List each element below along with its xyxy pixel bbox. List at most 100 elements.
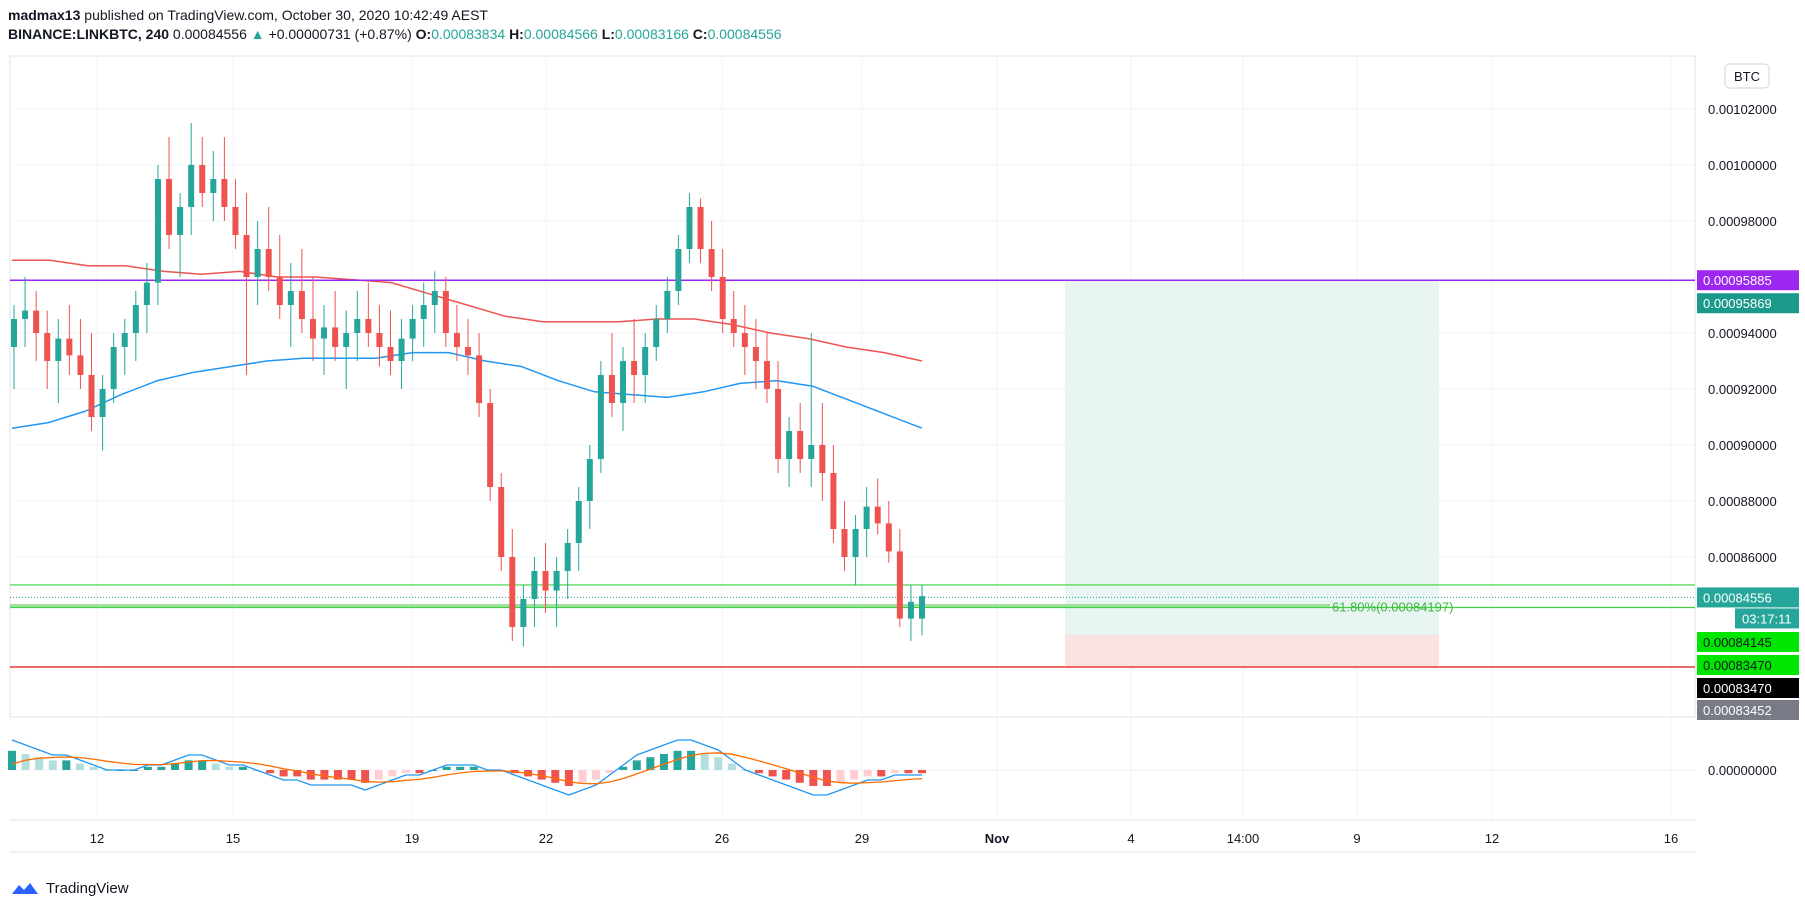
candle — [154, 165, 161, 305]
x-tick-label: 12 — [90, 831, 104, 846]
candle — [575, 487, 582, 571]
candle-body — [708, 249, 715, 277]
ma-slow-line — [12, 259, 923, 362]
macd-histogram-bar — [374, 770, 383, 780]
green2-price-tag: 0.00084145 — [1703, 635, 1772, 650]
last-price-tag-bg — [1697, 587, 1799, 608]
candle-body — [365, 319, 372, 333]
candle — [33, 291, 40, 361]
candle-body — [431, 291, 438, 305]
candle — [476, 333, 483, 417]
candle — [675, 235, 682, 305]
candle-body — [321, 327, 328, 339]
candle — [210, 151, 217, 221]
macd-histogram-bar — [863, 770, 872, 777]
candle-body — [110, 347, 117, 389]
candle — [509, 529, 516, 641]
candle — [442, 277, 449, 347]
open-value: 0.00083834 — [431, 26, 506, 42]
footer: TradingView — [10, 880, 129, 897]
candle-body — [44, 333, 51, 361]
y-tick-label: 0.00092000 — [1708, 382, 1777, 397]
candle-body — [719, 277, 726, 319]
macd-histogram-bar — [170, 763, 179, 770]
candle — [465, 319, 471, 375]
candle-body — [121, 333, 128, 347]
candle-body — [487, 403, 494, 487]
candle — [741, 305, 748, 375]
candle-body — [154, 179, 161, 283]
candle — [343, 310, 350, 389]
macd-histogram-bar — [320, 770, 329, 780]
macd-histogram-bar — [632, 760, 641, 770]
stop-loss-zone[interactable] — [1065, 635, 1439, 667]
moving-averages — [11, 259, 923, 429]
candle — [265, 207, 272, 291]
candle-body — [88, 375, 95, 417]
candle — [321, 305, 328, 375]
price-axis[interactable]: 0.00102000 0.00100000 0.00098000 0.00094000… — [1697, 102, 1799, 778]
x-tick-label: 15 — [226, 831, 240, 846]
candle — [121, 319, 128, 375]
x-tick-label: 14:00 — [1227, 831, 1260, 846]
candle — [664, 277, 671, 333]
chart-header: madmax13 published on TradingView.com, O… — [8, 6, 1797, 44]
candle-body — [66, 338, 73, 356]
low-price-tag-bg — [1697, 700, 1799, 720]
macd-histogram-bar — [904, 770, 913, 774]
candle-body — [885, 523, 892, 552]
candle — [453, 305, 460, 361]
candle-body — [509, 557, 516, 627]
take-profit-zone[interactable] — [1065, 281, 1439, 635]
candle — [254, 221, 261, 305]
candle-body — [608, 375, 615, 403]
candle-body — [332, 327, 339, 347]
macd-zero-label: 0.00000000 — [1708, 763, 1777, 778]
purple-price-tag: 0.00095885 — [1703, 273, 1772, 288]
symbol-label: BINANCE:LINKBTC, 240 — [8, 26, 170, 42]
horizontal-levels[interactable]: 61.80%(0.00084197) — [10, 279, 1695, 668]
tradingview-logo-icon — [12, 882, 38, 894]
symbol-line: BINANCE:LINKBTC, 240 0.00084556 ▲ +0.000… — [8, 25, 1797, 44]
candle-body — [343, 333, 350, 347]
candle-body — [642, 347, 649, 375]
macd-histogram-bar — [198, 760, 207, 770]
candle-body — [653, 319, 660, 347]
macd-histogram-bar — [184, 760, 193, 770]
macd-histogram-bar — [714, 757, 723, 770]
candle — [608, 333, 615, 417]
candle-body — [686, 207, 693, 249]
candle-body — [33, 310, 40, 333]
candle-body — [786, 431, 793, 459]
macd-histogram-bar — [877, 770, 886, 777]
currency-badge[interactable] — [1724, 63, 1770, 89]
macd-histogram-bar — [211, 763, 220, 770]
candle — [199, 137, 206, 207]
publisher-name[interactable]: madmax13 — [8, 7, 81, 23]
up-arrow-icon: ▲ — [250, 26, 265, 42]
candle-body — [808, 445, 815, 459]
macd-histogram-bar — [75, 763, 84, 770]
time-axis[interactable]: 12 15 19 22 26 29 Nov 4 14:00 9 12 16 — [90, 831, 1678, 846]
candle-body — [254, 249, 261, 277]
candle-body — [775, 389, 782, 459]
candle-body — [177, 207, 184, 235]
candle — [420, 282, 427, 347]
macd-histogram-bar — [850, 770, 859, 780]
candle-body — [166, 179, 173, 235]
macd-histogram-bar — [592, 770, 601, 780]
candle-body — [77, 355, 84, 375]
candle — [365, 282, 372, 347]
candle — [697, 198, 704, 263]
macd-histogram-bar — [306, 770, 315, 780]
x-tick-label: Nov — [985, 831, 1010, 846]
green3-price-tag-bg — [1697, 655, 1799, 675]
candle-body — [442, 291, 449, 333]
candle — [354, 291, 361, 361]
macd-signal-line — [11, 752, 923, 785]
candle — [232, 179, 239, 249]
candle-body — [741, 333, 748, 347]
candle-body — [631, 361, 638, 375]
candle — [874, 478, 881, 535]
